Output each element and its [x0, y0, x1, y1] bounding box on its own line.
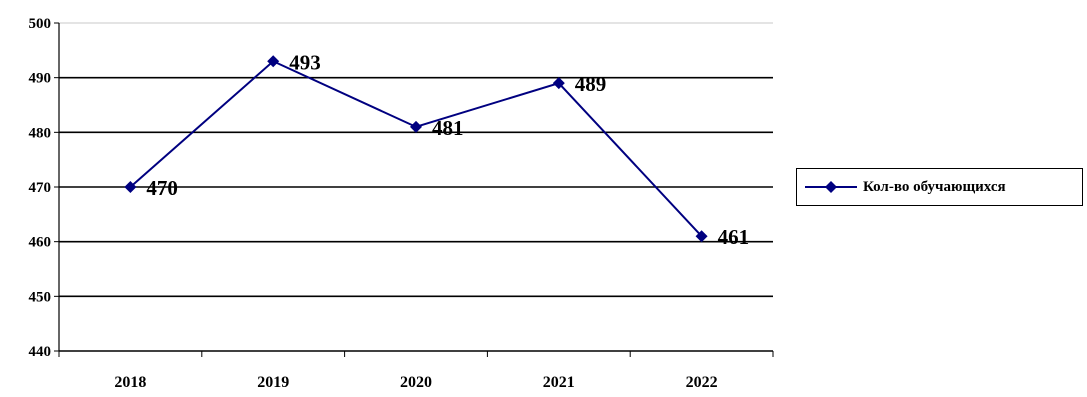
legend: Кол-во обучающихся — [796, 168, 1083, 206]
data-point-marker — [124, 181, 137, 193]
data-label: 489 — [575, 72, 607, 96]
series-layer — [124, 55, 708, 243]
data-label: 470 — [146, 176, 178, 200]
x-tick-label: 2022 — [686, 374, 718, 391]
x-tick-label: 2021 — [543, 374, 575, 391]
data-point-marker — [410, 120, 422, 133]
x-tick-label: 2019 — [257, 374, 289, 391]
data-point-marker — [552, 77, 565, 90]
legend-marker-icon — [805, 181, 857, 193]
labels: 440 450 460 470 480 490 500 2018 2019 2020 2021 202… — [29, 16, 750, 391]
axes — [54, 22, 774, 357]
legend-label: Кол-во обучающихся — [863, 178, 1006, 195]
y-tick-label: 460 — [29, 235, 52, 251]
data-label: 461 — [718, 225, 750, 249]
data-point-marker — [267, 55, 280, 68]
y-tick-label: 440 — [29, 344, 52, 360]
data-point-marker — [695, 230, 708, 243]
gridlines — [59, 22, 773, 298]
y-tick-label: 480 — [29, 125, 52, 141]
data-label: 481 — [432, 116, 464, 140]
x-tick-label: 2018 — [114, 374, 146, 391]
x-tick-label: 2020 — [400, 374, 432, 391]
y-tick-label: 500 — [29, 16, 52, 32]
y-tick-label: 450 — [29, 289, 52, 305]
series-line — [129, 60, 703, 237]
y-tick-label: 490 — [29, 71, 52, 87]
data-label: 493 — [289, 50, 321, 74]
y-tick-label: 470 — [29, 180, 52, 196]
